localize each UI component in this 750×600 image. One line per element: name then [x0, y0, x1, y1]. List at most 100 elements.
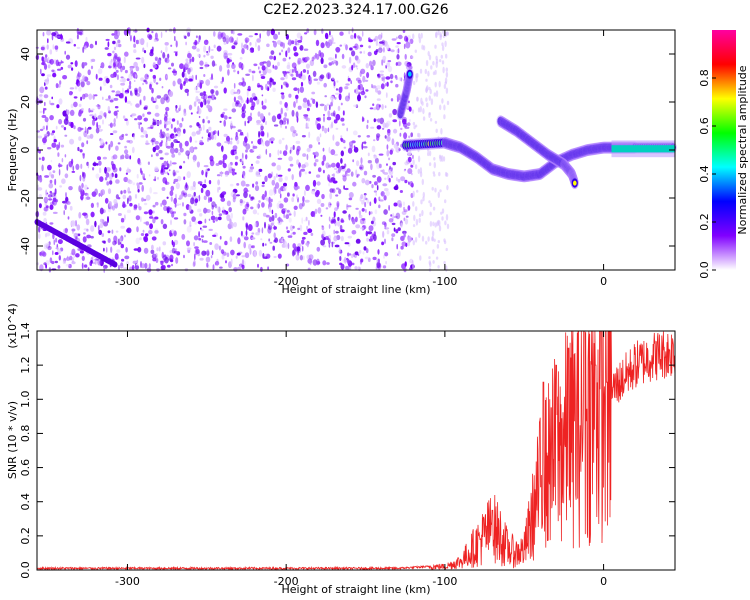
noise-speck	[262, 30, 266, 33]
noise-speck	[290, 125, 295, 133]
noise-speck	[54, 260, 58, 264]
noise-speck	[266, 29, 271, 37]
noise-speck	[60, 66, 64, 70]
noise-speck	[306, 225, 309, 230]
noise-speck	[155, 58, 158, 61]
noise-speck	[208, 228, 213, 231]
noise-speck	[428, 86, 431, 91]
noise-speck	[220, 32, 224, 38]
noise-speck	[149, 223, 154, 230]
noise-speck	[202, 240, 208, 243]
noise-speck	[70, 62, 74, 65]
noise-speck	[246, 89, 249, 97]
noise-speck	[140, 263, 146, 269]
noise-speck	[195, 85, 198, 91]
noise-speck	[267, 173, 273, 179]
noise-speck	[316, 246, 321, 252]
noise-speck	[245, 149, 248, 153]
noise-speck	[124, 69, 128, 74]
noise-speck	[164, 181, 170, 185]
noise-speck	[76, 224, 81, 231]
noise-speck	[95, 40, 97, 46]
noise-speck	[313, 162, 317, 167]
noise-speck	[99, 86, 102, 91]
noise-speck	[97, 225, 100, 232]
noise-speck	[269, 77, 273, 83]
noise-speck	[306, 69, 309, 75]
noise-speck	[105, 247, 108, 253]
noise-speck	[217, 34, 222, 40]
noise-speck	[82, 175, 86, 182]
colorbar-tick-label: 0.0	[698, 261, 711, 279]
noise-speck	[179, 104, 182, 111]
noise-speck	[107, 230, 111, 234]
noise-speck	[281, 49, 283, 53]
noise-speck	[390, 175, 393, 179]
noise-speck	[91, 191, 97, 197]
noise-speck	[46, 131, 50, 137]
noise-speck	[296, 194, 298, 200]
noise-speck	[277, 61, 280, 67]
noise-speck	[273, 255, 277, 259]
noise-speck	[121, 92, 125, 99]
noise-speck	[161, 187, 166, 191]
noise-speck	[441, 208, 445, 214]
noise-speck	[200, 187, 204, 194]
noise-speck	[201, 250, 207, 256]
noise-speck	[381, 76, 386, 80]
noise-speck	[281, 93, 285, 100]
noise-speck	[122, 115, 126, 119]
noise-speck	[268, 238, 271, 242]
noise-speck	[374, 35, 379, 41]
noise-speck	[79, 149, 83, 153]
noise-speck	[445, 214, 449, 221]
noise-speck	[143, 95, 146, 101]
noise-speck	[347, 252, 350, 257]
noise-speck	[327, 127, 330, 133]
noise-speck	[258, 130, 261, 138]
noise-speck	[352, 62, 356, 68]
noise-speck	[47, 38, 49, 44]
noise-speck	[38, 96, 43, 100]
noise-speck	[335, 170, 341, 174]
noise-speck	[344, 242, 350, 245]
noise-speck	[39, 86, 45, 94]
noise-speck	[175, 257, 179, 264]
noise-speck	[127, 167, 129, 172]
noise-speck	[193, 160, 196, 163]
noise-speck	[44, 201, 48, 207]
noise-speck	[163, 119, 169, 126]
noise-speck	[109, 84, 113, 89]
noise-speck	[113, 110, 118, 116]
noise-speck	[281, 237, 284, 243]
noise-speck	[119, 242, 122, 245]
noise-speck	[381, 104, 384, 110]
noise-speck	[348, 213, 351, 221]
noise-speck	[412, 190, 415, 198]
noise-speck	[445, 87, 449, 94]
noise-speck	[227, 163, 232, 170]
noise-speck	[277, 253, 282, 259]
noise-speck	[432, 249, 435, 255]
noise-speck	[93, 161, 96, 165]
noise-speck	[352, 130, 358, 136]
noise-speck	[215, 90, 219, 96]
y-axis-label: Frequency (Hz)	[6, 109, 19, 192]
noise-speck	[242, 208, 247, 215]
noise-speck	[339, 44, 343, 47]
noise-speck	[278, 31, 280, 35]
noise-speck	[220, 170, 223, 177]
noise-speck	[302, 97, 308, 103]
noise-speck	[412, 121, 416, 126]
noise-speck	[427, 50, 430, 57]
noise-speck	[388, 113, 392, 118]
noise-speck	[44, 116, 49, 123]
noise-speck	[174, 170, 180, 173]
noise-speck	[154, 230, 159, 234]
noise-speck	[115, 145, 119, 151]
noise-speck	[42, 125, 45, 130]
noise-speck	[333, 229, 336, 235]
snr-chart: -300 -200 -100 00.00.20.40.60.81.01.21.4(x1…	[6, 303, 676, 596]
noise-speck	[207, 120, 211, 124]
noise-speck	[115, 69, 119, 73]
